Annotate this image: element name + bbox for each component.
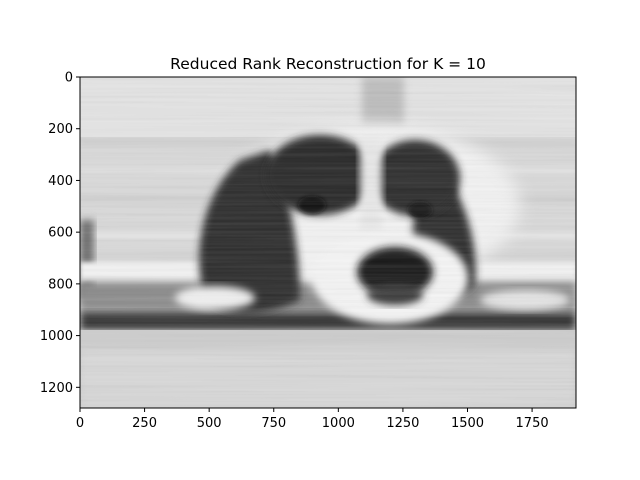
y-tick-label: 600: [48, 226, 73, 241]
x-tick-label: 750: [261, 416, 286, 431]
x-tick-label: 250: [132, 416, 157, 431]
y-tick-label: 1000: [40, 329, 73, 344]
x-tick-label: 0: [76, 416, 84, 431]
x-tick-label: 500: [197, 416, 222, 431]
x-tick-label: 1250: [386, 416, 419, 431]
y-tick-label: 400: [48, 174, 73, 189]
y-tick-label: 1200: [40, 381, 73, 396]
y-tick-label: 800: [48, 277, 73, 292]
y-tick-label: 200: [48, 122, 73, 137]
plot-area: [80, 77, 576, 408]
y-axis: 0 200 400 600 800 1000 1200: [40, 71, 80, 396]
x-tick-label: 1750: [516, 416, 549, 431]
axes-frame: [79, 76, 577, 409]
y-tick-label: 0: [65, 71, 73, 86]
x-axis: 0 250 500 750 1000 1250 1500 1750: [76, 408, 549, 431]
reconstruction-image: [80, 77, 576, 408]
x-tick-label: 1000: [322, 416, 355, 431]
x-tick-label: 1500: [451, 416, 484, 431]
chart-title: Reduced Rank Reconstruction for K = 10: [170, 55, 486, 73]
